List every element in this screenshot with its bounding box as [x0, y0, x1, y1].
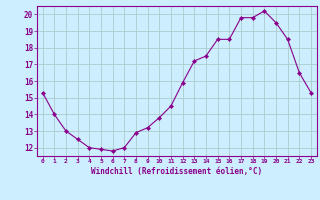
X-axis label: Windchill (Refroidissement éolien,°C): Windchill (Refroidissement éolien,°C) — [91, 167, 262, 176]
